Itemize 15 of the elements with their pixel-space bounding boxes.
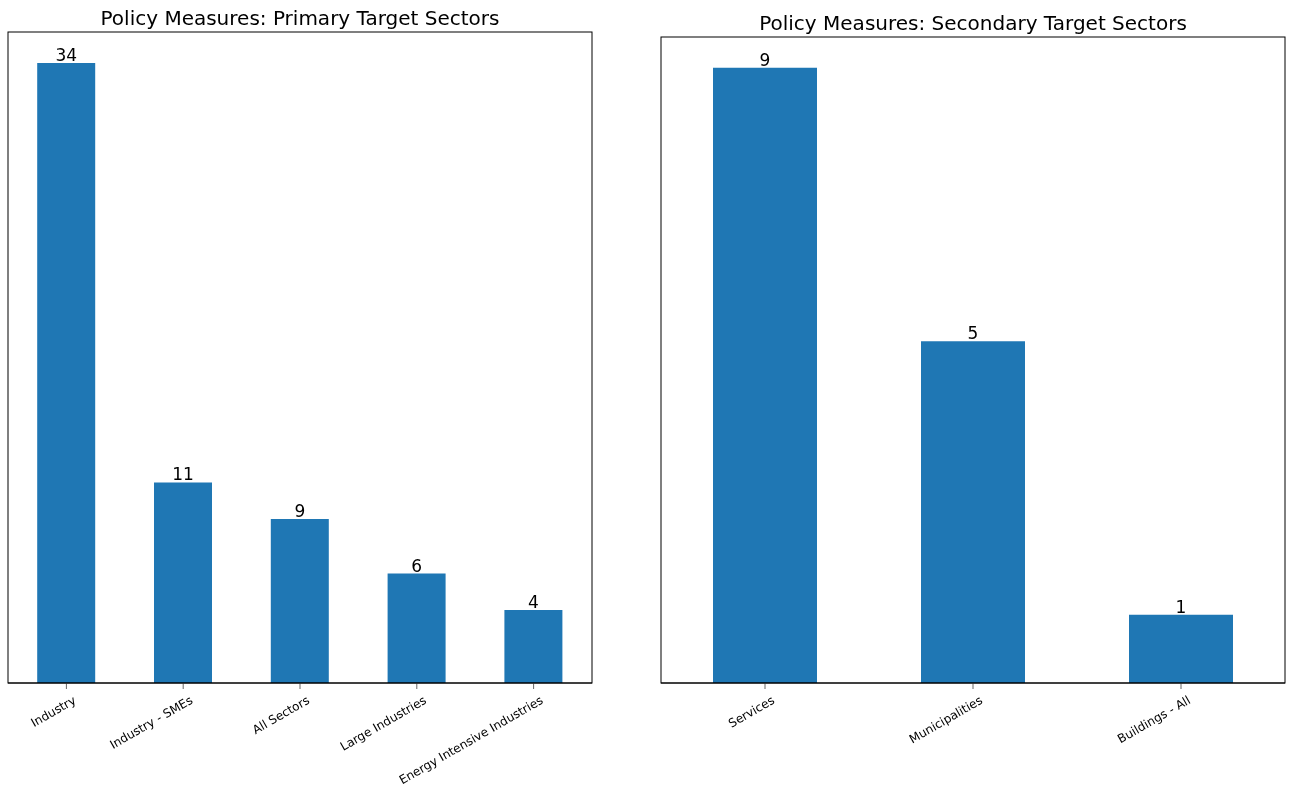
data-label: 5 xyxy=(967,323,979,344)
data-label: 9 xyxy=(759,49,771,70)
chart-title: Policy Measures: Secondary Target Sectors xyxy=(758,11,1188,35)
bar xyxy=(154,482,212,683)
data-label: 1 xyxy=(1175,596,1187,617)
data-label: 11 xyxy=(172,464,194,485)
data-label: 9 xyxy=(294,500,306,521)
data-label: 4 xyxy=(527,592,539,613)
bar xyxy=(270,518,329,683)
data-label: 6 xyxy=(411,555,423,576)
bar xyxy=(387,573,446,683)
data-label: 34 xyxy=(55,45,78,65)
bar xyxy=(504,610,563,683)
chart-title: Policy Measures: Primary Target Sectors xyxy=(99,6,501,30)
bar xyxy=(37,63,96,683)
